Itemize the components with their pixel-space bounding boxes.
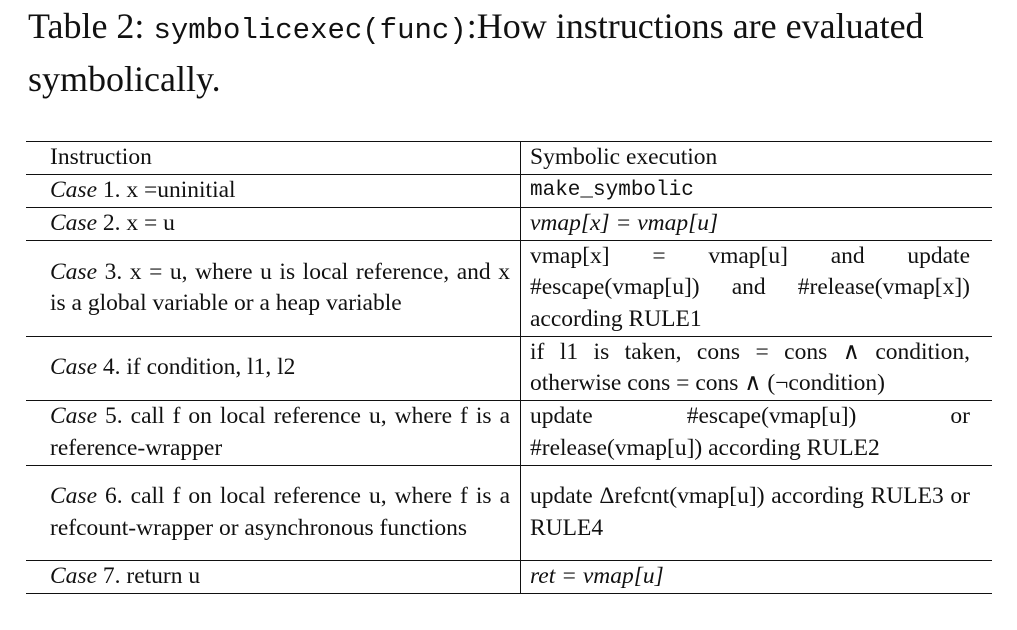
table-row: Case 3. x = u, where u is local referenc…	[26, 239, 992, 337]
instruction-cell: Case 5. call f on local reference u, whe…	[26, 399, 521, 466]
instruction-cell: Case 4. if condition, l1, l2	[26, 335, 521, 401]
instruction-text: 7. return u	[102, 562, 201, 589]
case-label: Case	[50, 403, 97, 429]
column-header-symbolic-execution: Symbolic execution	[520, 141, 992, 175]
instruction-cell: Case 1. x =uninitial	[26, 173, 521, 208]
instruction-cell: Case 7. return u	[26, 559, 521, 594]
execution-cell: update #escape(vmap[u]) or #release(vmap…	[520, 399, 992, 466]
case-label: Case	[50, 258, 97, 285]
instruction-cell: Case 6. call f on local reference u, whe…	[26, 464, 521, 561]
case-label: Case	[50, 354, 97, 381]
caption-prefix: Table 2:	[28, 6, 154, 46]
caption-code: symbolicexec(func)	[153, 14, 467, 47]
execution-cell: vmap[x] = vmap[u]	[520, 206, 992, 241]
table-row: Case 2. x = u vmap[x] = vmap[u]	[26, 206, 992, 241]
table-row: Case 6. call f on local reference u, whe…	[26, 464, 992, 561]
instruction-text: 3. x = u, where u is local reference, an…	[50, 258, 510, 317]
table-row: Case 7. return u ret = vmap[u]	[26, 559, 992, 594]
instruction-text: 2. x = u	[102, 209, 175, 236]
execution-cell: ret = vmap[u]	[520, 559, 992, 594]
execution-cell: if l1 is taken, cons = cons ∧ condition,…	[520, 335, 992, 401]
caption-text: :How instructions are evaluated symbolic…	[28, 6, 924, 99]
instruction-table: Instruction Symbolic execution Case 1. x…	[26, 141, 992, 594]
execution-cell: update Δrefcnt(vmap[u]) according RULE3 …	[520, 464, 992, 561]
instruction-text: 4. if condition, l1, l2	[102, 354, 296, 381]
column-header-instruction: Instruction	[26, 141, 521, 175]
table-row: Case 4. if condition, l1, l2 if l1 is ta…	[26, 335, 992, 401]
case-label: Case	[50, 483, 97, 509]
case-label: Case	[50, 562, 97, 589]
case-label: Case	[50, 176, 97, 203]
instruction-text: 1. x =uninitial	[102, 176, 236, 203]
table-caption: Table 2: symbolicexec(func):How instruct…	[28, 2, 1003, 104]
instruction-cell: Case 3. x = u, where u is local referenc…	[26, 239, 521, 337]
table-row: Case 5. call f on local reference u, whe…	[26, 399, 992, 466]
instruction-text: 6. call f on local reference u, where f …	[50, 483, 510, 541]
execution-cell: vmap[x] = vmap[u] and update #escape(vma…	[520, 239, 992, 337]
execution-cell: make_symbolic	[520, 173, 992, 208]
instruction-text: 5. call f on local reference u, where f …	[50, 403, 510, 461]
table-header-row: Instruction Symbolic execution	[26, 141, 992, 175]
instruction-cell: Case 2. x = u	[26, 206, 521, 241]
case-label: Case	[50, 209, 97, 236]
table-row: Case 1. x =uninitial make_symbolic	[26, 173, 992, 208]
